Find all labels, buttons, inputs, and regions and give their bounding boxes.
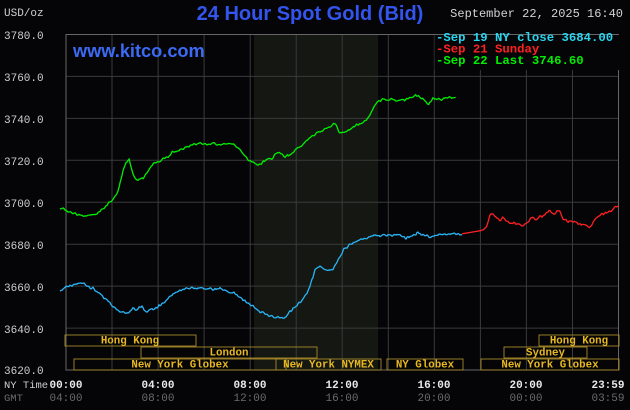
svg-text:Hong Kong: Hong Kong (101, 336, 159, 348)
svg-text:Sydney: Sydney (526, 348, 565, 360)
svg-text:08:00: 08:00 (233, 380, 266, 392)
svg-text:-Sep 22 Last 3746.60: -Sep 22 Last 3746.60 (436, 54, 584, 68)
svg-text:3780.0: 3780.0 (4, 31, 44, 43)
svg-text:16:00: 16:00 (325, 393, 358, 405)
svg-text:September 22, 2025 16:40: September 22, 2025 16:40 (450, 7, 623, 21)
svg-text:New York Globex: New York Globex (501, 360, 599, 372)
svg-text:20:00: 20:00 (417, 393, 450, 405)
svg-text:23:59: 23:59 (591, 380, 624, 392)
svg-text:GMT: GMT (4, 393, 23, 405)
svg-text:New York Globex: New York Globex (131, 360, 229, 372)
svg-text:London: London (210, 348, 249, 360)
svg-text:12:00: 12:00 (325, 380, 358, 392)
svg-text:08:00: 08:00 (141, 393, 174, 405)
svg-text:16:00: 16:00 (417, 380, 450, 392)
svg-text:New York NYMEX: New York NYMEX (283, 360, 374, 372)
svg-text:3760.0: 3760.0 (4, 73, 44, 85)
svg-text:3640.0: 3640.0 (4, 325, 44, 337)
svg-text:3660.0: 3660.0 (4, 283, 44, 295)
svg-text:Hong Kong: Hong Kong (550, 336, 608, 348)
svg-text:3620.0: 3620.0 (4, 366, 44, 378)
svg-text:00:00: 00:00 (49, 380, 82, 392)
svg-text:NY Globex: NY Globex (396, 360, 455, 372)
svg-text:3720.0: 3720.0 (4, 157, 44, 169)
svg-text:3680.0: 3680.0 (4, 241, 44, 253)
svg-text:NY Time: NY Time (4, 380, 48, 392)
svg-text:20:00: 20:00 (509, 380, 542, 392)
svg-text:04:00: 04:00 (141, 380, 174, 392)
svg-text:12:00: 12:00 (233, 393, 266, 405)
svg-text:3740.0: 3740.0 (4, 115, 44, 127)
svg-text:www.kitco.com: www.kitco.com (72, 41, 205, 61)
svg-text:03:59: 03:59 (591, 393, 624, 405)
svg-text:3700.0: 3700.0 (4, 199, 44, 211)
svg-text:00:00: 00:00 (509, 393, 542, 405)
svg-text:USD/oz: USD/oz (4, 8, 44, 20)
svg-text:24 Hour Spot Gold (Bid): 24 Hour Spot Gold (Bid) (197, 3, 424, 25)
svg-text:04:00: 04:00 (49, 393, 82, 405)
